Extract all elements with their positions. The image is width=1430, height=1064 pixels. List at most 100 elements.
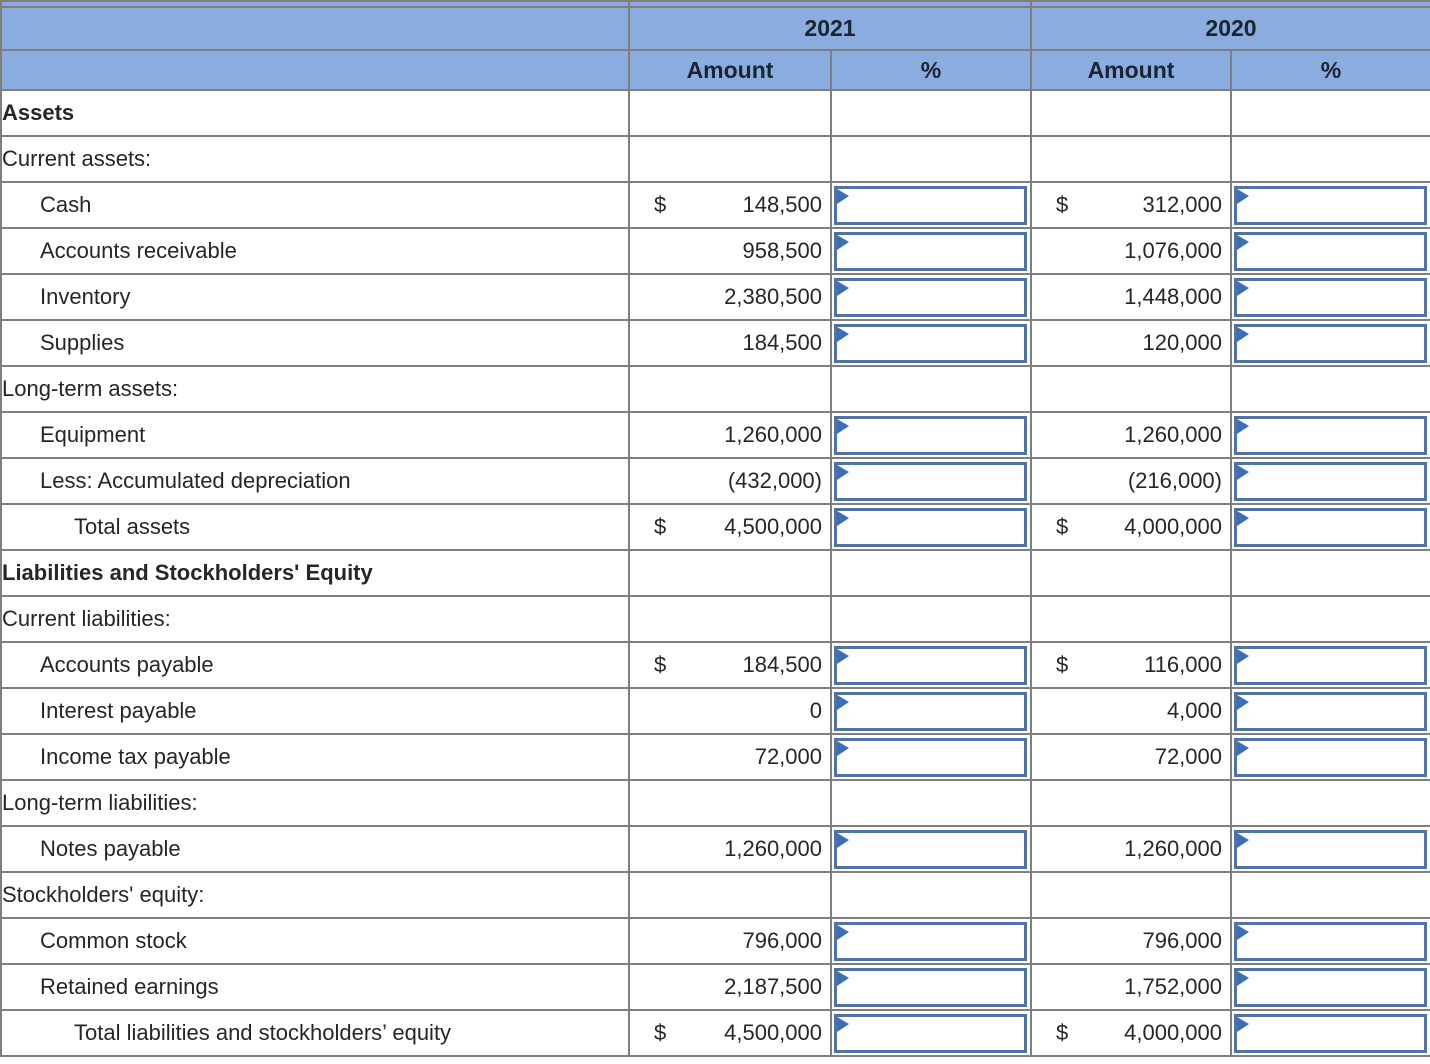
row-label: Accounts receivable <box>0 227 630 275</box>
answer-flag-icon <box>837 326 849 342</box>
percent-cell-2021 <box>830 319 1032 367</box>
amount-cell-2020: 1,448,000 <box>1030 273 1232 321</box>
dollar-sign: $ <box>654 1020 667 1045</box>
answer-flag-icon <box>1237 234 1249 250</box>
answer-flag-icon <box>837 924 849 940</box>
amount-cell-2021: $4,500,000 <box>628 1009 832 1057</box>
percent-input-2020[interactable] <box>1234 185 1427 225</box>
amount-value: 1,260,000 <box>724 422 822 447</box>
row-label: Current assets: <box>0 135 630 183</box>
table-row: Less: Accumulated depreciation (432,000) (… <box>0 457 1430 505</box>
percent-cell-2021 <box>830 135 1032 183</box>
answer-flag-icon <box>1237 280 1249 296</box>
percent-cell-2021 <box>830 1009 1032 1057</box>
percent-input-2021[interactable] <box>834 691 1027 731</box>
year-header-2021: 2021 <box>628 6 1032 51</box>
percent-input-2021[interactable] <box>834 829 1027 869</box>
amount-cell-2021 <box>628 135 832 183</box>
amount-cell-2021: $148,500 <box>628 181 832 229</box>
percent-input-2020[interactable] <box>1234 921 1427 961</box>
percent-cell-2021 <box>830 89 1032 137</box>
amount-cell-2020 <box>1030 365 1232 413</box>
amount-cell-2020: 1,260,000 <box>1030 411 1232 459</box>
percent-input-2020[interactable] <box>1234 691 1427 731</box>
table-row: Long-term assets: <box>0 365 1430 413</box>
dollar-sign: $ <box>654 652 667 677</box>
percent-input-2021[interactable] <box>834 507 1027 547</box>
percent-input-2020[interactable] <box>1234 323 1427 363</box>
answer-flag-icon <box>837 418 849 434</box>
percent-input-2020[interactable] <box>1234 829 1427 869</box>
cropped-top-cell <box>628 0 1032 8</box>
percent-cell-2020 <box>1230 687 1430 735</box>
row-label: Common stock <box>0 917 630 965</box>
percent-input-2020[interactable] <box>1234 645 1427 685</box>
answer-flag-icon <box>837 740 849 756</box>
percent-cell-2020 <box>1230 641 1430 689</box>
percent-input-2021[interactable] <box>834 231 1027 271</box>
percent-cell-2021 <box>830 227 1032 275</box>
percent-input-2021[interactable] <box>834 323 1027 363</box>
percent-input-2020[interactable] <box>1234 415 1427 455</box>
amount-value: 1,260,000 <box>724 836 822 861</box>
table-row: Total liabilities and stockholders’ equi… <box>0 1009 1430 1057</box>
answer-flag-icon <box>1237 326 1249 342</box>
percent-input-2020[interactable] <box>1234 737 1427 777</box>
percent-input-2021[interactable] <box>834 737 1027 777</box>
amount-cell-2021: $184,500 <box>628 641 832 689</box>
percent-input-2020[interactable] <box>1234 231 1427 271</box>
percent-input-2021[interactable] <box>834 415 1027 455</box>
percent-cell-2021 <box>830 687 1032 735</box>
percent-input-2021[interactable] <box>834 461 1027 501</box>
amount-value: 4,500,000 <box>724 1020 822 1045</box>
percent-input-2020[interactable] <box>1234 1013 1427 1053</box>
answer-flag-icon <box>1237 648 1249 664</box>
percent-cell-2020 <box>1230 135 1430 183</box>
amount-cell-2020: $4,000,000 <box>1030 1009 1232 1057</box>
percent-input-2020[interactable] <box>1234 507 1427 547</box>
cropped-top-row <box>0 0 1430 8</box>
amount-cell-2020: $4,000,000 <box>1030 503 1232 551</box>
percent-column-header-2021: % <box>830 49 1032 91</box>
amount-cell-2021: (432,000) <box>628 457 832 505</box>
table-row: Cash $148,500 $312,000 <box>0 181 1430 229</box>
amount-cell-2021: 0 <box>628 687 832 735</box>
percent-input-2021[interactable] <box>834 967 1027 1007</box>
row-label: Current liabilities: <box>0 595 630 643</box>
row-label: Liabilities and Stockholders' Equity <box>0 549 630 597</box>
percent-input-2021[interactable] <box>834 921 1027 961</box>
answer-flag-icon <box>837 970 849 986</box>
percent-cell-2021 <box>830 595 1032 643</box>
amount-cell-2021 <box>628 871 832 919</box>
percent-input-2020[interactable] <box>1234 967 1427 1007</box>
percent-input-2021[interactable] <box>834 645 1027 685</box>
amount-cell-2020: 1,752,000 <box>1030 963 1232 1011</box>
amount-value: 1,260,000 <box>1124 422 1222 447</box>
row-label: Assets <box>0 89 630 137</box>
table-row: Long-term liabilities: <box>0 779 1430 827</box>
answer-flag-icon <box>837 280 849 296</box>
percent-input-2021[interactable] <box>834 185 1027 225</box>
amount-cell-2020 <box>1030 779 1232 827</box>
percent-cell-2020 <box>1230 595 1430 643</box>
percent-input-2021[interactable] <box>834 277 1027 317</box>
row-label: Total assets <box>0 503 630 551</box>
percent-input-2020[interactable] <box>1234 461 1427 501</box>
amount-value: 958,500 <box>742 238 822 263</box>
table-row: Total assets $4,500,000 $4,000,000 <box>0 503 1430 551</box>
amount-value: 1,260,000 <box>1124 836 1222 861</box>
percent-cell-2020 <box>1230 411 1430 459</box>
percent-input-2020[interactable] <box>1234 277 1427 317</box>
amount-cell-2020: 796,000 <box>1030 917 1232 965</box>
amount-column-header-2020: Amount <box>1030 49 1232 91</box>
row-label: Accounts payable <box>0 641 630 689</box>
percent-cell-2021 <box>830 365 1032 413</box>
amount-value: 1,448,000 <box>1124 284 1222 309</box>
answer-flag-icon <box>837 832 849 848</box>
amount-cell-2020 <box>1030 595 1232 643</box>
table-row: Supplies 184,500 120,000 <box>0 319 1430 367</box>
percent-cell-2020 <box>1230 963 1430 1011</box>
amount-cell-2021: 184,500 <box>628 319 832 367</box>
percent-input-2021[interactable] <box>834 1013 1027 1053</box>
